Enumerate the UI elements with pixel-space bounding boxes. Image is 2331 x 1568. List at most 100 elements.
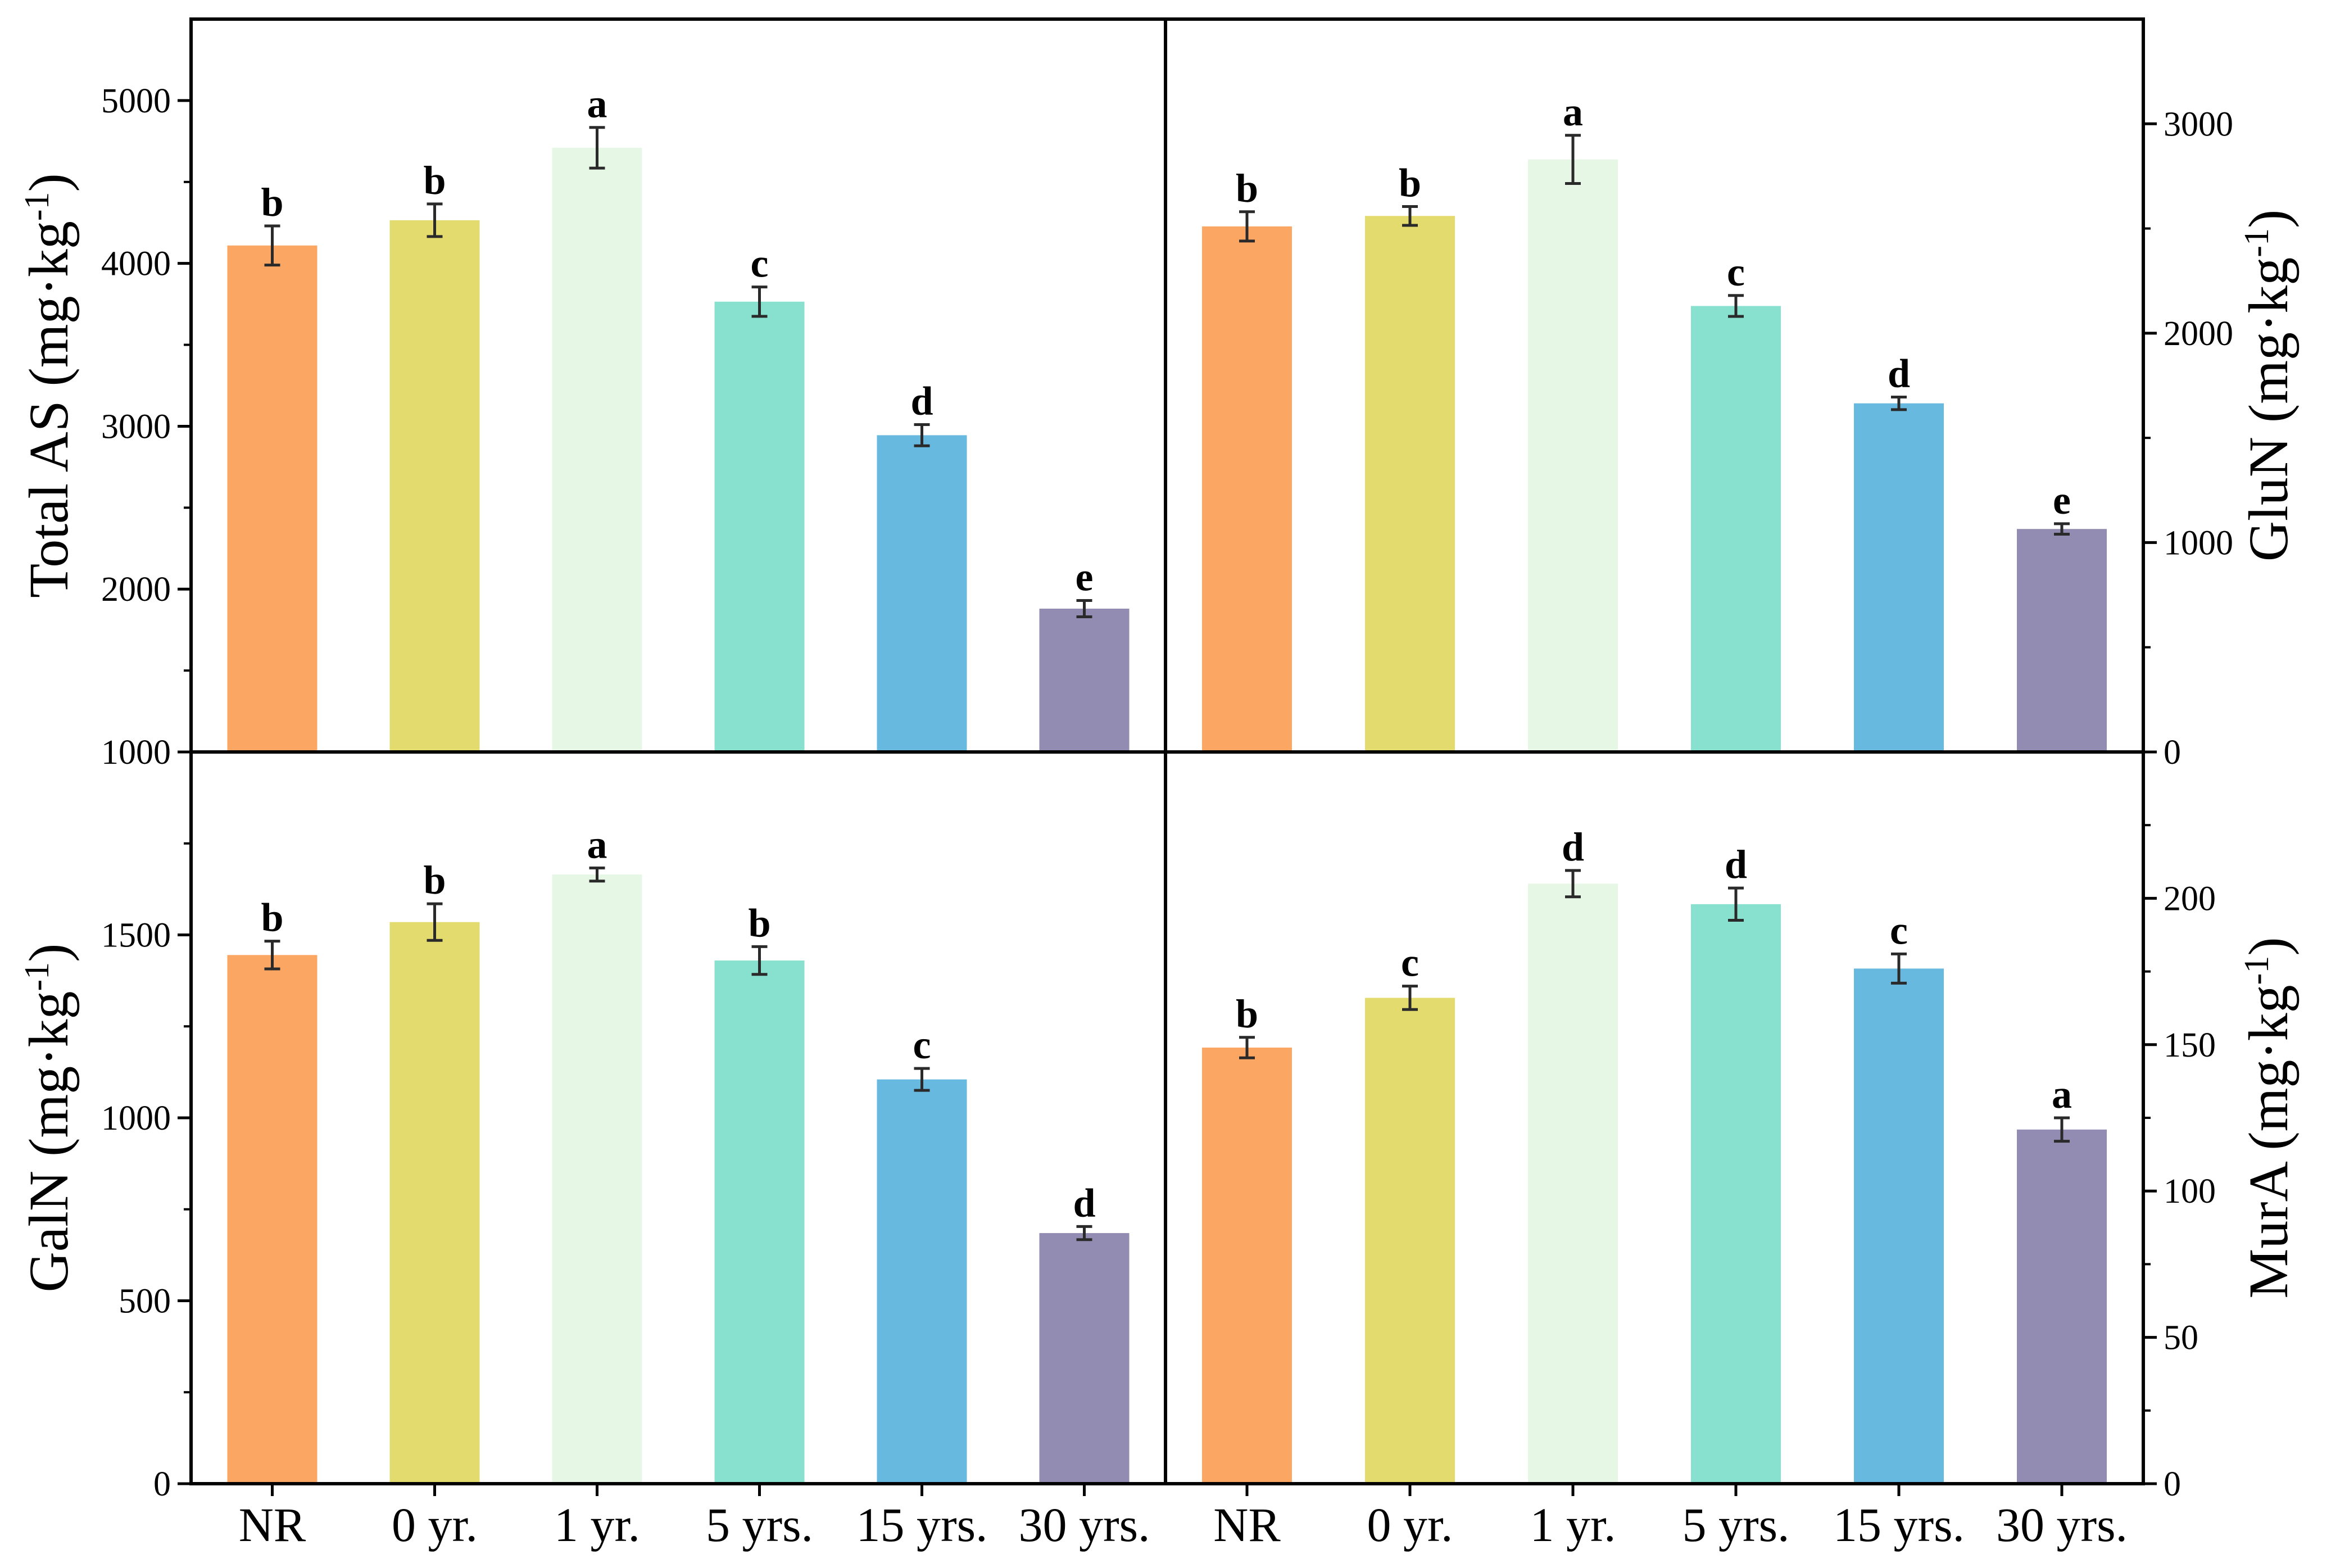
- error-bar-bottom-left-5: [1076, 1225, 1092, 1241]
- ytick-label-top-right-1: 1000: [2164, 524, 2233, 562]
- bar-top-left-2: [552, 147, 642, 752]
- bar-top-right-3: [1691, 306, 1781, 752]
- ytick-label-bottom-right-1: 50: [2164, 1319, 2198, 1357]
- bar-top-right-4: [1854, 403, 1944, 752]
- bar-bottom-right-4: [1854, 968, 1944, 1484]
- bar-bottom-left-0: [227, 955, 318, 1484]
- bar-bottom-right-1: [1365, 998, 1455, 1484]
- sig-letter-top-left-4: d: [910, 379, 933, 424]
- ytick-label-top-left-3: 4000: [101, 245, 171, 283]
- xlabel-bottom-left-4: 15 yrs.: [856, 1498, 987, 1552]
- panel-top-left: b b a c d e 1000 2000 3000 4000 5000 Total AS (mg·k…: [17, 81, 1130, 772]
- bar-top-right-5: [2017, 529, 2107, 752]
- sig-letter-bottom-right-5: a: [2052, 1072, 2072, 1117]
- ytick-label-bottom-right-4: 200: [2164, 880, 2216, 918]
- sig-letter-top-right-5: e: [2053, 478, 2071, 523]
- ylabel-top-right: GluN (mg·kg-1): [2237, 210, 2300, 562]
- sig-letter-bottom-right-4: c: [1890, 908, 1908, 953]
- ylabel-top-left: Total AS (mg·kg-1): [17, 173, 80, 598]
- xlabel-bottom-left-3: 5 yrs.: [706, 1498, 813, 1552]
- xlabel-bottom-left-2: 1 yr.: [554, 1498, 640, 1552]
- bar-top-left-4: [877, 435, 967, 752]
- ylabel-bottom-left: GalN (mg·kg-1): [17, 944, 80, 1293]
- bar-top-left-5: [1039, 608, 1130, 752]
- xlabel-bottom-left-1: 0 yr.: [392, 1498, 478, 1552]
- panel-bottom-right: b c d d c a 0 50 100 150 200 MurA (mg·kg-1) NR 0 yr. 1…: [1202, 824, 2300, 1552]
- error-bar-bottom-left-2: [589, 866, 605, 883]
- ytick-label-top-left-2: 3000: [101, 407, 171, 446]
- sig-letter-top-right-0: b: [1236, 166, 1258, 211]
- error-bar-top-left-4: [914, 423, 930, 447]
- xlabel-bottom-right-5: 30 yrs.: [1996, 1498, 2128, 1552]
- sig-letter-bottom-left-2: a: [587, 822, 607, 867]
- xlabel-bottom-left-5: 30 yrs.: [1018, 1498, 1150, 1552]
- error-bar-bottom-left-0: [264, 940, 280, 971]
- xlabel-bottom-right-0: NR: [1213, 1498, 1281, 1552]
- ytick-label-top-right-0: 0: [2164, 733, 2181, 772]
- bar-top-right-0: [1202, 226, 1292, 752]
- bar-top-left-3: [714, 301, 805, 752]
- xlabel-bottom-right-3: 5 yrs.: [1682, 1498, 1789, 1552]
- sig-letter-bottom-left-5: d: [1073, 1180, 1095, 1225]
- ytick-label-bottom-left-1: 500: [119, 1283, 171, 1321]
- error-bar-bottom-left-4: [914, 1067, 930, 1092]
- bar-top-right-2: [1528, 159, 1618, 753]
- ytick-label-bottom-right-3: 150: [2164, 1026, 2216, 1064]
- sig-letter-top-left-2: a: [587, 81, 607, 126]
- sig-letter-top-right-2: a: [1563, 89, 1583, 134]
- bar-bottom-left-5: [1039, 1233, 1130, 1484]
- sig-letter-top-right-1: b: [1399, 160, 1421, 205]
- error-bar-top-right-0: [1239, 210, 1255, 243]
- ytick-label-top-left-1: 2000: [101, 570, 171, 609]
- ytick-label-bottom-right-0: 0: [2164, 1465, 2181, 1503]
- sig-letter-bottom-left-4: c: [913, 1022, 931, 1067]
- bar-top-left-0: [227, 245, 318, 752]
- bar-bottom-right-0: [1202, 1048, 1292, 1484]
- ytick-label-top-right-3: 3000: [2164, 105, 2233, 143]
- error-bar-bottom-right-5: [2054, 1116, 2070, 1143]
- bar-bottom-left-3: [714, 960, 805, 1484]
- error-bar-bottom-right-0: [1239, 1036, 1255, 1059]
- panel-top-right: b b a c d e 0 1000 2000 3000 GluN (mg·kg-1): [1202, 89, 2300, 772]
- bar-top-left-1: [389, 220, 480, 752]
- error-bar-top-left-2: [589, 126, 605, 170]
- bar-top-right-1: [1365, 216, 1455, 752]
- error-bar-top-right-5: [2054, 522, 2070, 536]
- error-bar-top-left-3: [751, 285, 768, 318]
- error-bar-top-right-2: [1565, 134, 1581, 185]
- sig-letter-top-right-3: c: [1727, 250, 1745, 294]
- error-bar-top-right-4: [1891, 395, 1907, 411]
- error-bar-bottom-left-3: [751, 945, 768, 976]
- bar-bottom-left-4: [877, 1079, 967, 1484]
- sig-letter-bottom-left-0: b: [261, 895, 283, 940]
- ytick-label-bottom-left-2: 1000: [101, 1099, 171, 1138]
- error-bar-bottom-left-1: [427, 902, 443, 942]
- error-bar-top-left-1: [427, 202, 443, 238]
- sig-letter-top-right-4: d: [1888, 351, 1910, 396]
- bar-bottom-left-2: [552, 874, 642, 1484]
- error-bar-top-right-1: [1402, 205, 1418, 227]
- sig-letter-bottom-left-3: b: [748, 900, 770, 945]
- ylabel-bottom-right: MurA (mg·kg-1): [2237, 937, 2300, 1298]
- frame-layer: [189, 17, 2145, 1485]
- bar-bottom-right-2: [1528, 883, 1618, 1484]
- error-bar-bottom-right-4: [1891, 952, 1907, 985]
- sig-letter-top-left-3: c: [751, 241, 769, 286]
- ytick-label-bottom-right-2: 100: [2164, 1172, 2216, 1211]
- sig-letter-top-left-0: b: [261, 180, 283, 225]
- ytick-label-top-left-0: 1000: [101, 733, 171, 772]
- ytick-label-top-right-2: 2000: [2164, 315, 2233, 353]
- xlabel-bottom-right-4: 15 yrs.: [1833, 1498, 1965, 1552]
- sig-letter-bottom-right-2: d: [1562, 824, 1584, 869]
- error-bar-top-left-0: [264, 224, 280, 267]
- ytick-label-bottom-left-0: 0: [153, 1465, 171, 1503]
- sig-letter-top-left-5: e: [1076, 555, 1094, 600]
- xlabel-bottom-right-1: 0 yr.: [1367, 1498, 1453, 1552]
- xlabel-bottom-right-2: 1 yr.: [1530, 1498, 1616, 1552]
- xlabel-bottom-left-0: NR: [239, 1498, 306, 1552]
- sig-letter-bottom-right-0: b: [1236, 991, 1258, 1036]
- panel-bottom-left: b b a b c d 0 500 1000 1500 GalN (mg·kg-1) NR 0 yr. 1…: [17, 822, 1150, 1552]
- error-bar-bottom-right-1: [1402, 985, 1418, 1011]
- error-bar-bottom-right-2: [1565, 869, 1581, 899]
